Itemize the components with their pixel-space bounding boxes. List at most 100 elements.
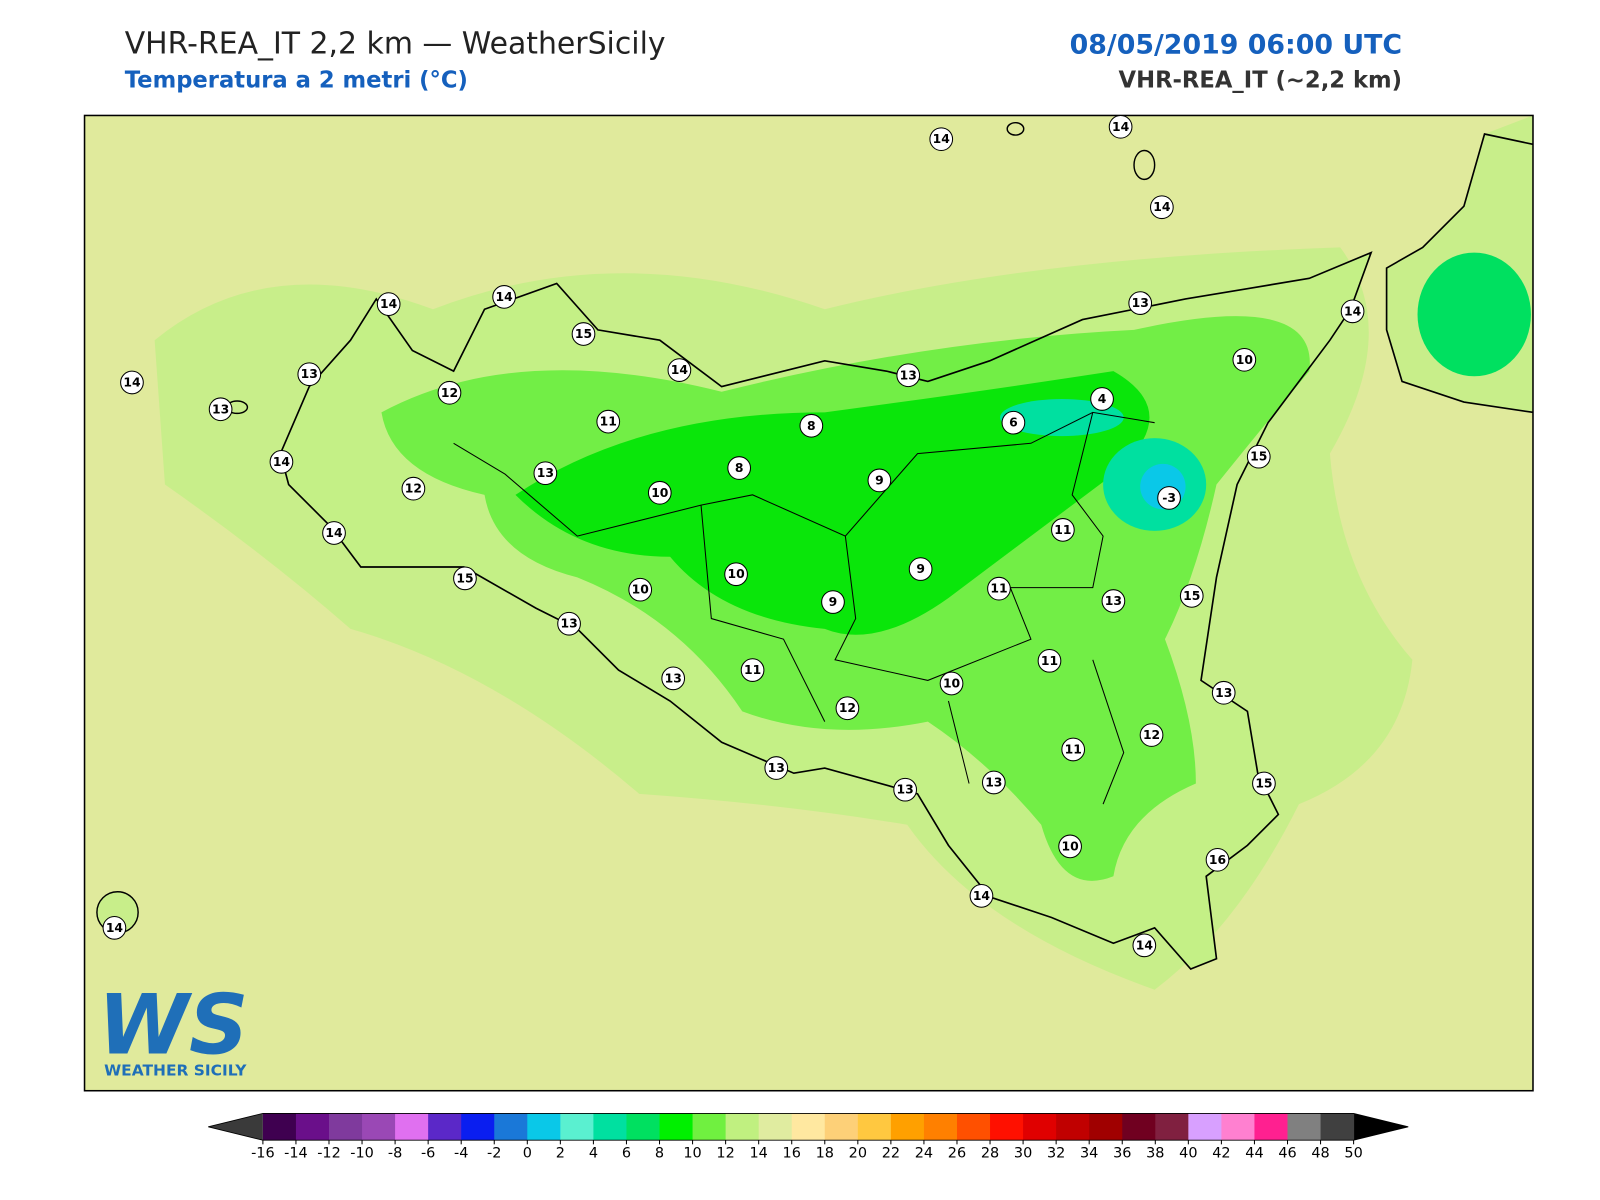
station-value: 11: [990, 582, 1007, 596]
colorbar-tick-label: 18: [816, 1146, 834, 1162]
colorbar-tick-label: -14: [284, 1146, 308, 1162]
station-value: 12: [405, 482, 422, 496]
station-marker: [533, 461, 558, 486]
station-marker: [1211, 680, 1236, 705]
station-marker: [1128, 291, 1153, 315]
colorbar-tick-label: 10: [683, 1146, 701, 1162]
colorbar-tick-label: -6: [421, 1146, 435, 1162]
station-value: 11: [1054, 523, 1071, 537]
station-marker: [727, 456, 752, 480]
station: 14: [667, 358, 692, 382]
colorbar-tick-label: 2: [556, 1146, 565, 1162]
colorbar-tick-label: 8: [655, 1146, 664, 1162]
station: 11: [1051, 518, 1075, 542]
station-marker: [661, 666, 686, 691]
colorbar-swatch: [990, 1113, 1024, 1141]
station-marker: [939, 671, 964, 696]
colorbar-tick-label: 24: [915, 1146, 933, 1162]
colorbar-swatch: [362, 1113, 396, 1141]
station: 11: [1037, 648, 1062, 673]
colorbar-swatch: [1221, 1113, 1255, 1141]
calabria-cold: [1417, 252, 1531, 377]
station-marker: [893, 777, 918, 802]
colorbar-swatch: [659, 1113, 694, 1141]
island: [1006, 121, 1025, 136]
colorbar-tick-label: 32: [1047, 1146, 1065, 1162]
colorbar-tick-label: -2: [487, 1146, 501, 1162]
station-marker: [799, 413, 824, 438]
station-value: 9: [829, 595, 838, 609]
station-value: 13: [900, 368, 917, 382]
station-marker: [1150, 195, 1174, 220]
station: 6: [1001, 410, 1026, 435]
station-value: 13: [301, 367, 318, 381]
station-value: 13: [212, 402, 229, 416]
station-marker: [1205, 847, 1230, 872]
colorbar-swatch: [1089, 1113, 1123, 1141]
station-marker: [1132, 933, 1157, 958]
map-area: WS WEATHER SICILY: [83, 114, 1534, 1092]
station-marker: [492, 285, 516, 309]
station-marker: [269, 449, 294, 474]
station: 10: [628, 577, 653, 602]
station-marker: [1252, 771, 1276, 796]
station: 13: [896, 363, 921, 388]
station-value: 14: [933, 132, 951, 146]
colorbar-tick-label: 36: [1113, 1146, 1131, 1162]
station-marker: [1139, 723, 1164, 747]
colorbar-tick-label: 22: [882, 1146, 900, 1162]
colorbar: -16 -14 -12 -10 -8 -6 -4 -2 0 2 4 6 8 10 12 14 16 18 20 22 2…: [208, 1112, 1409, 1162]
station: 13: [893, 777, 918, 802]
station-value: 13: [560, 617, 577, 631]
station: 10: [939, 671, 964, 696]
station: 14: [492, 285, 516, 309]
colorbar-tick-label: 12: [716, 1146, 734, 1162]
station-value: 10: [727, 567, 745, 581]
colorbar-swatch: [1056, 1113, 1090, 1141]
station-marker: [401, 476, 426, 501]
station: 14: [376, 292, 401, 316]
station-value: 14: [496, 290, 514, 304]
station-marker: [557, 611, 581, 636]
colorbar-swatch: [758, 1113, 793, 1141]
station: 14: [1340, 299, 1365, 324]
colorbar-swatch: [692, 1113, 727, 1141]
station: 14: [322, 521, 346, 545]
station-value: 14: [325, 526, 343, 540]
station-marker: [208, 397, 233, 422]
station: 13: [208, 397, 233, 422]
station: 10: [647, 480, 672, 505]
station: 11: [740, 658, 765, 682]
station-value: 14: [1136, 938, 1154, 952]
logo: WS WEATHER SICILY: [98, 978, 248, 1080]
station-value: 13: [665, 671, 682, 685]
colorbar-swatch: [1155, 1113, 1189, 1141]
logo-mark: WS: [98, 978, 248, 1074]
station-value: 16: [1209, 853, 1226, 867]
datetime: 08/05/2019 06:00 UTC: [1070, 30, 1402, 61]
colorbar-tick-label: -8: [388, 1146, 402, 1162]
station: 12: [401, 476, 426, 501]
station-value: 8: [735, 461, 744, 475]
colorbar-swatch: [295, 1113, 330, 1141]
station-value: 14: [973, 889, 991, 903]
station-marker: [596, 409, 621, 434]
station-value: 15: [1183, 589, 1200, 603]
station: 13: [661, 666, 686, 691]
station: 16: [1205, 847, 1230, 872]
station-marker: [1157, 486, 1181, 510]
station: 14: [929, 127, 954, 152]
station-value: 6: [1009, 416, 1018, 430]
station-value: 14: [1344, 304, 1362, 318]
station-value: 12: [441, 386, 458, 400]
station-marker: [376, 292, 401, 316]
colorbar-swatch: [725, 1113, 760, 1141]
subtitle: Temperatura a 2 metri (°C): [125, 68, 468, 94]
colorbar-swatch: [890, 1113, 925, 1141]
station-value: 11: [1065, 742, 1082, 756]
colorbar-tick-label: 46: [1278, 1146, 1296, 1162]
station-value: 13: [1105, 594, 1122, 608]
station: 12: [835, 696, 860, 721]
colorbar-swatch: [461, 1113, 495, 1141]
station: 15: [1179, 584, 1204, 608]
